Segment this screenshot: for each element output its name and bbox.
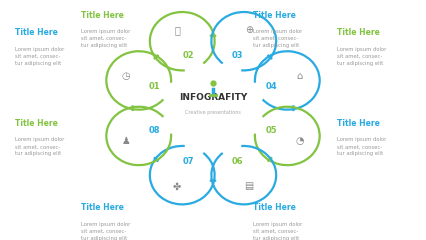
Text: Title Here: Title Here	[337, 119, 380, 128]
Text: ▤: ▤	[245, 181, 253, 192]
Text: Creative presentations: Creative presentations	[185, 110, 241, 115]
Text: Title Here: Title Here	[337, 28, 380, 37]
Text: Title Here: Title Here	[253, 203, 296, 212]
Text: ◔: ◔	[296, 136, 304, 146]
Text: ✤: ✤	[173, 181, 181, 192]
Text: 03: 03	[232, 51, 243, 60]
Text: Title Here: Title Here	[81, 203, 124, 212]
Text: ♟: ♟	[122, 136, 130, 146]
Text: Lorem ipsum dolor
sit amet, consec-
tur adipiscing elit: Lorem ipsum dolor sit amet, consec- tur …	[81, 222, 130, 240]
Text: Title Here: Title Here	[81, 11, 124, 20]
Text: Lorem ipsum dolor
sit amet, consec-
tur adipiscing elit: Lorem ipsum dolor sit amet, consec- tur …	[253, 222, 303, 240]
Text: 06: 06	[231, 157, 243, 166]
Text: 01: 01	[149, 82, 160, 91]
Text: ⊕: ⊕	[245, 25, 253, 35]
Text: 02: 02	[183, 51, 195, 60]
Text: 08: 08	[149, 126, 160, 135]
Text: INFOGRAFITY: INFOGRAFITY	[179, 93, 247, 102]
Text: 04: 04	[266, 82, 277, 91]
Text: Title Here: Title Here	[15, 119, 58, 128]
Text: ◷: ◷	[122, 71, 130, 81]
Text: ⌕: ⌕	[174, 25, 180, 35]
Text: Title Here: Title Here	[253, 11, 296, 20]
Text: 05: 05	[266, 126, 277, 135]
Text: Lorem ipsum dolor
sit amet, consec-
tur adipiscing elit: Lorem ipsum dolor sit amet, consec- tur …	[81, 29, 130, 48]
Text: Lorem ipsum dolor
sit amet, consec-
tur adipiscing elit: Lorem ipsum dolor sit amet, consec- tur …	[15, 138, 64, 156]
Text: Title Here: Title Here	[15, 28, 58, 37]
Text: Lorem ipsum dolor
sit amet, consec-
tur adipiscing elit: Lorem ipsum dolor sit amet, consec- tur …	[337, 47, 386, 66]
Text: Lorem ipsum dolor
sit amet, consec-
tur adipiscing elit: Lorem ipsum dolor sit amet, consec- tur …	[337, 138, 386, 156]
Text: 07: 07	[183, 157, 194, 166]
Text: Lorem ipsum dolor
sit amet, consec-
tur adipiscing elit: Lorem ipsum dolor sit amet, consec- tur …	[15, 47, 64, 66]
Text: ⌂: ⌂	[297, 71, 303, 81]
Text: Lorem ipsum dolor
sit amet, consec-
tur adipiscing elit: Lorem ipsum dolor sit amet, consec- tur …	[253, 29, 303, 48]
